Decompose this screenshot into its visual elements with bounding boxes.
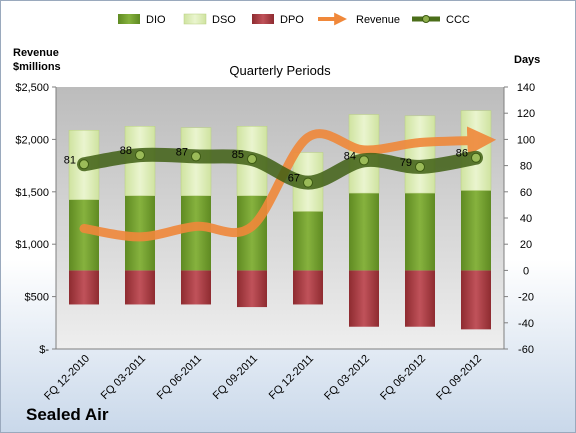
- bar-dpo: [293, 270, 323, 305]
- ccc-point: [79, 159, 89, 170]
- ccc-point: [359, 155, 369, 166]
- right-tick-label: 60: [520, 187, 532, 199]
- bar-dpo: [181, 270, 211, 305]
- legend-label-revenue: Revenue: [356, 14, 400, 26]
- bar-dpo: [349, 270, 379, 327]
- revenue-line: [79, 126, 497, 242]
- plot-area: [56, 87, 504, 349]
- ccc-data-label: 79: [400, 157, 412, 169]
- ccc-point: [135, 150, 145, 161]
- x-tick-label: FQ 09-2011: [211, 353, 260, 402]
- right-tick-label: 120: [517, 108, 535, 120]
- ccc-data-label: 88: [120, 145, 132, 157]
- legend-swatch-dso: [183, 13, 207, 25]
- left-axis-title-line1: Revenue: [13, 47, 59, 59]
- ccc-data-label: 87: [176, 146, 188, 158]
- bar-dio: [69, 199, 99, 271]
- right-tick-label: -20: [518, 292, 534, 304]
- legend-label-dpo: DPO: [280, 14, 304, 26]
- right-tick-label: -40: [518, 318, 534, 330]
- ccc-point: [471, 152, 481, 163]
- ccc-point: [191, 151, 201, 162]
- right-tick-label: 80: [520, 161, 532, 173]
- bar-dio: [349, 193, 379, 271]
- ccc-data-label: 84: [344, 150, 356, 162]
- right-tick-label: 140: [517, 82, 535, 94]
- right-tick-label: 40: [520, 213, 532, 225]
- right-axis: -60 -40 -20 0 20 40 60 80 100 120 140: [503, 82, 535, 356]
- bar-dio: [461, 190, 491, 271]
- legend-label-dso: DSO: [212, 14, 236, 26]
- bar-dio: [181, 195, 211, 271]
- x-tick-label: FQ 12-2010: [42, 353, 92, 403]
- ccc-data-label: 81: [64, 154, 76, 166]
- legend-swatch-ccc-dot: [422, 15, 430, 23]
- x-tick-label: FQ 06-2012: [378, 353, 428, 403]
- legend-swatch-dpo: [252, 14, 274, 24]
- x-tick-label: FQ 09-2012: [434, 353, 484, 403]
- ccc-point: [303, 177, 313, 188]
- left-tick-label: $1,500: [15, 187, 49, 199]
- company-name: Sealed Air: [26, 405, 109, 424]
- x-tick-label: FQ 03-2012: [322, 353, 372, 403]
- legend-label-dio: DIO: [146, 14, 166, 26]
- ccc-point: [247, 154, 257, 165]
- bar-dpo: [125, 270, 155, 305]
- left-axis-title-line2: $millions: [13, 61, 61, 73]
- ccc-data-label: 67: [288, 173, 300, 185]
- legend-swatch-dio: [118, 14, 140, 24]
- ccc-data-label: 86: [456, 148, 468, 160]
- left-axis: $- $500 $1,000 $1,500 $2,000 $2,500: [15, 82, 57, 356]
- left-tick-label: $-: [39, 344, 49, 356]
- x-tick-label: FQ 06-2011: [155, 353, 204, 402]
- bar-dio: [405, 193, 435, 271]
- bar-dso: [404, 115, 436, 194]
- chart-title: Quarterly Periods: [229, 63, 331, 78]
- bar-dio: [293, 211, 323, 271]
- legend-label-ccc: CCC: [446, 14, 470, 26]
- x-tick-label: FQ 12-2011: [267, 353, 316, 402]
- left-tick-label: $500: [25, 292, 49, 304]
- right-tick-label: 20: [520, 239, 532, 251]
- x-axis: FQ 12-2010 FQ 03-2011 FQ 06-2011 FQ 09-2011…: [42, 348, 504, 403]
- bar-dpo: [237, 270, 267, 308]
- ccc-data-label: 85: [232, 149, 244, 161]
- bar-dpo: [405, 270, 435, 327]
- right-axis-title: Days: [514, 54, 540, 66]
- ccc-line: [77, 147, 483, 190]
- right-tick-label: -60: [518, 344, 534, 356]
- bar-dpo: [461, 270, 491, 330]
- left-tick-label: $1,000: [15, 239, 49, 251]
- left-tick-label: $2,000: [15, 134, 49, 146]
- x-tick-label: FQ 03-2011: [99, 353, 148, 402]
- ccc-point: [415, 161, 425, 172]
- left-tick-label: $2,500: [15, 82, 49, 94]
- right-tick-label: 0: [523, 265, 529, 277]
- legend: DIO DSO DPO Revenue CCC: [118, 12, 470, 26]
- lines-layer: 81 88 87 85 67 84 79 86: [64, 126, 497, 242]
- bar-dpo: [69, 270, 99, 305]
- right-tick-label: 100: [517, 134, 535, 146]
